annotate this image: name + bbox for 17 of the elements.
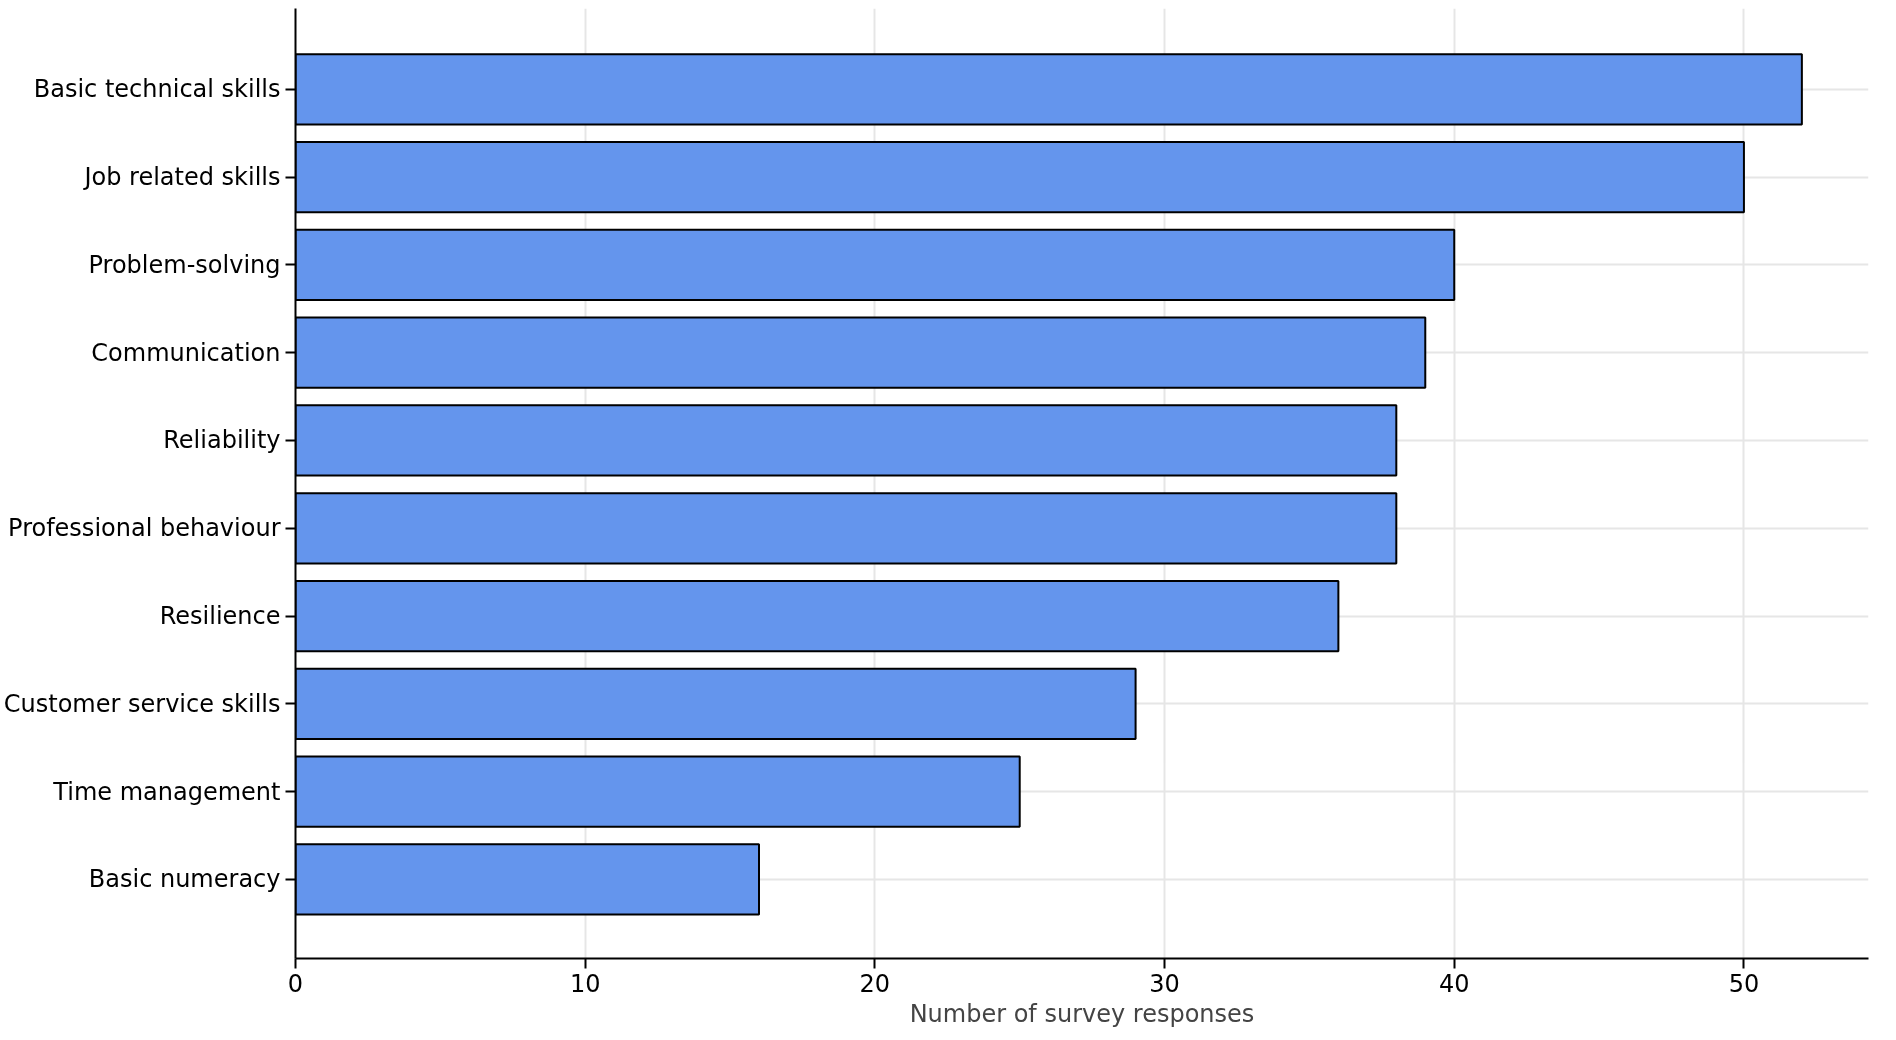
- y-tick-label: Communication: [91, 338, 281, 367]
- x-tick-label: 10: [569, 969, 601, 998]
- x-tick-label: 30: [1149, 969, 1180, 998]
- x-tick-label: 20: [859, 969, 891, 998]
- y-tick-label: Professional behaviour: [8, 514, 281, 543]
- y-tick-label: Basic technical skills: [33, 75, 281, 104]
- x-axis-title: Number of survey responses: [909, 999, 1255, 1028]
- y-tick-label: Customer service skills: [3, 689, 281, 718]
- y-tick-label: Resilience: [159, 602, 281, 631]
- x-tick-label: 40: [1438, 969, 1470, 998]
- y-tick-label: Problem-solving: [88, 250, 281, 279]
- y-tick-label: Job related skills: [82, 163, 281, 192]
- y-tick-label: Basic numeracy: [88, 865, 281, 894]
- y-tick-label: Time management: [52, 777, 281, 806]
- x-tick-label: 50: [1728, 969, 1760, 998]
- y-tick-label: Reliability: [163, 426, 281, 455]
- x-tick-label: 0: [287, 969, 304, 998]
